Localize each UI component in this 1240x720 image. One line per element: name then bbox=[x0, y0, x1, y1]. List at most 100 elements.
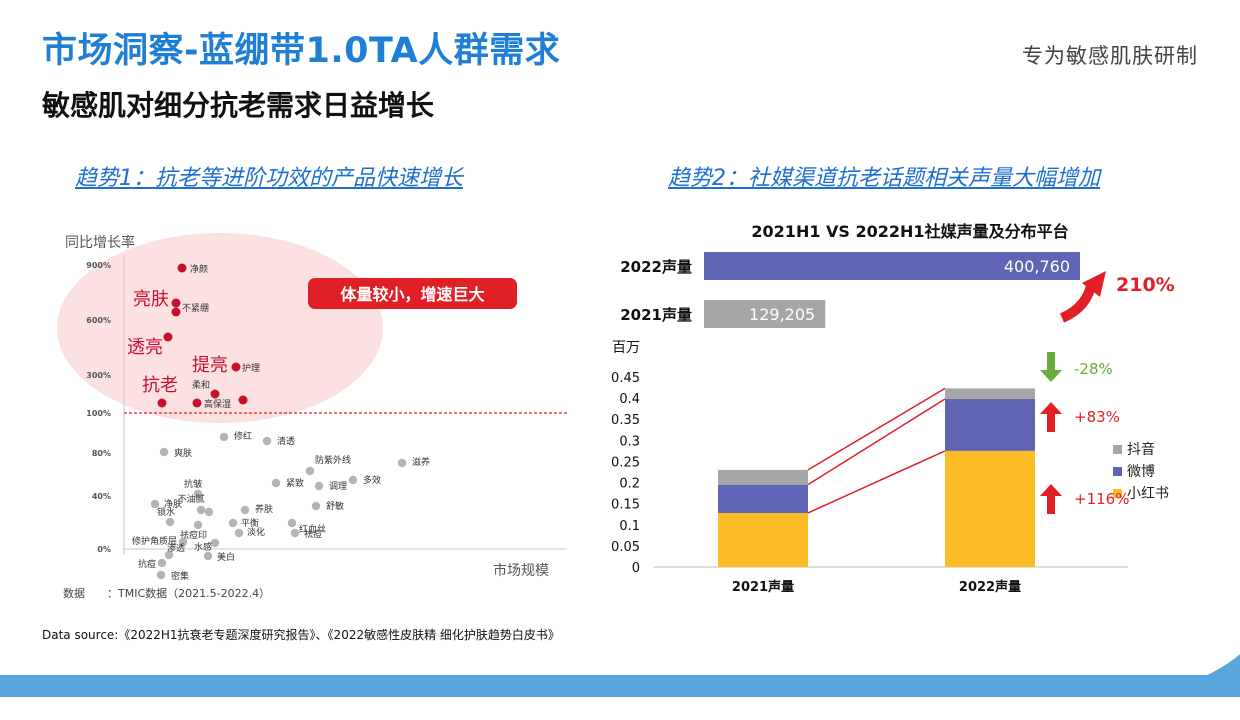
highlight-category-label: 透亮 bbox=[127, 337, 163, 358]
scatter-point-label: 舒敏 bbox=[326, 500, 344, 512]
footer-band bbox=[0, 675, 1240, 697]
y-tick-label: 0.35 bbox=[611, 413, 640, 428]
data-note: 数据 ：TMIC数据（2021.5-2022.4） bbox=[63, 586, 270, 600]
legend-label: 抖音 bbox=[1127, 441, 1155, 458]
volume-chart-title: 2021H1 VS 2022H1社媒声量及分布平台 bbox=[751, 222, 1068, 241]
scatter-point-label: 净肤 bbox=[164, 498, 182, 510]
scatter-point-label: 柔和 bbox=[192, 380, 210, 391]
scatter-point bbox=[238, 395, 248, 405]
scatter-point bbox=[348, 475, 358, 485]
callout-text: 体量较小，增速巨大 bbox=[340, 285, 484, 304]
scatter-point bbox=[287, 518, 297, 528]
x-axis-label: 市场规模 bbox=[493, 562, 549, 579]
scatter-point bbox=[163, 332, 173, 342]
scatter-point-label: 美白 bbox=[217, 551, 235, 563]
legend-label: 小红书 bbox=[1127, 486, 1169, 502]
legend-swatch bbox=[1113, 445, 1122, 454]
scatter-point bbox=[150, 499, 160, 509]
scatter-point-label: 高保湿 bbox=[204, 398, 231, 410]
scatter-point-label: 渗透 bbox=[167, 542, 185, 554]
stacked-bar-segment bbox=[718, 512, 808, 567]
legend-swatch bbox=[1113, 467, 1122, 476]
stacked-bar-segment bbox=[718, 484, 808, 513]
scatter-point bbox=[234, 528, 244, 538]
callout-box bbox=[308, 278, 517, 309]
scatter-point-label: 淡化 bbox=[247, 526, 265, 538]
highlight-category-label: 抗老 bbox=[142, 375, 178, 396]
scatter-point bbox=[156, 570, 166, 580]
page-subtitle: 敏感肌对细分抗老需求日益增长 bbox=[42, 89, 435, 122]
bar-value-label: 129,205 bbox=[749, 305, 815, 324]
y-tick-label: 0 bbox=[632, 561, 640, 576]
stacked-bar-segment bbox=[945, 450, 1035, 567]
scatter-point bbox=[305, 466, 315, 476]
growth-label: +116% bbox=[1074, 490, 1129, 508]
growth-arrow-head bbox=[1082, 271, 1106, 297]
scatter-point-label: 净颜 bbox=[190, 263, 208, 275]
scatter-point bbox=[290, 528, 300, 538]
y-axis-label: 同比增长率 bbox=[65, 234, 135, 251]
bar-category-label: 2022声量 bbox=[620, 258, 692, 276]
growth-scatter-chart: 同比增长率 市场规模 900% 600% 300% 100% 80% 40% 0% 净颜不紧… bbox=[57, 233, 567, 600]
volume-bar bbox=[704, 300, 826, 328]
scatter-point-label: 平衡 bbox=[241, 517, 259, 529]
scatter-point bbox=[397, 458, 407, 468]
scatter-point bbox=[165, 517, 175, 527]
scatter-point-label: 清透 bbox=[277, 435, 295, 447]
scatter-point-label: 滋养 bbox=[412, 456, 430, 468]
scatter-point-label: 修护角质层 bbox=[132, 535, 177, 547]
scatter-point bbox=[171, 298, 181, 308]
legend-swatch bbox=[1113, 489, 1122, 498]
scatter-point-label: 祛痘印 bbox=[180, 529, 207, 541]
scatter-point bbox=[210, 538, 220, 548]
growth-label: +83% bbox=[1074, 408, 1120, 426]
brand-tagline: 专为敏感肌肤研制 bbox=[1022, 44, 1198, 68]
scatter-point bbox=[193, 489, 203, 499]
growth-annotation: 210% bbox=[1116, 274, 1175, 296]
scatter-point-label: 防紫外线 bbox=[315, 454, 351, 466]
scatter-point bbox=[159, 447, 169, 457]
scatter-point bbox=[203, 551, 213, 561]
y-tick-label: 0.15 bbox=[611, 498, 640, 513]
category-label: 2021声量 bbox=[732, 579, 794, 595]
unit-label: 百万 bbox=[612, 340, 640, 356]
y-tick-label: 100% bbox=[86, 409, 111, 418]
y-tick-label: 900% bbox=[86, 261, 111, 270]
data-source: Data source:《2022H1抗衰老专题深度研究报告》、《2022敏感性… bbox=[42, 628, 560, 642]
scatter-point bbox=[157, 398, 167, 408]
y-tick-label: 600% bbox=[86, 316, 111, 325]
y-tick-label: 300% bbox=[86, 371, 111, 380]
scatter-point-label: 养肤 bbox=[255, 503, 273, 515]
scatter-point bbox=[192, 398, 202, 408]
scatter-point-label: 紧致 bbox=[286, 477, 304, 489]
y-tick-label: 0.2 bbox=[619, 477, 640, 492]
stacked-bar-segment bbox=[945, 398, 1035, 451]
scatter-point-label: 调理 bbox=[329, 481, 347, 492]
scatter-point bbox=[204, 507, 214, 517]
down-arrow-icon bbox=[1040, 352, 1062, 382]
trend2-heading: 趋势2：社媒渠道抗老话题相关声量大幅增加 bbox=[668, 166, 1100, 191]
scatter-point bbox=[171, 307, 181, 317]
connector-line bbox=[807, 387, 946, 471]
bar-category-label: 2021声量 bbox=[620, 306, 692, 324]
scatter-point-label: 修红 bbox=[234, 430, 252, 442]
up-arrow-icon bbox=[1040, 402, 1062, 432]
scatter-point bbox=[314, 481, 324, 491]
y-tick-label: 0% bbox=[97, 545, 111, 554]
platform-stacked-chart: 百万 0.45 0.4 0.35 0.3 0.25 0.2 0.15 0.1 0.05 0 202… bbox=[611, 340, 1169, 595]
scatter-point-label: 抗痘 bbox=[138, 558, 156, 570]
connector-line bbox=[807, 398, 946, 486]
trend1-heading: 趋势1：抗老等进阶功效的产品快速增长 bbox=[75, 166, 463, 191]
scatter-point bbox=[196, 505, 206, 515]
footer-curve bbox=[1140, 654, 1240, 697]
growth-label: -28% bbox=[1074, 360, 1113, 378]
scatter-point bbox=[311, 501, 321, 511]
page-title: 市场洞察-蓝绷带1.0TA人群需求 bbox=[42, 31, 561, 71]
volume-bar bbox=[704, 252, 1080, 280]
stacked-bar-segment bbox=[945, 388, 1035, 399]
scatter-point bbox=[177, 263, 187, 273]
y-tick-label: 0.1 bbox=[619, 519, 640, 534]
scatter-point-label: 红血丝 bbox=[299, 523, 326, 535]
scatter-point bbox=[228, 518, 238, 528]
highlight-category-label: 亮肤 bbox=[133, 289, 169, 310]
